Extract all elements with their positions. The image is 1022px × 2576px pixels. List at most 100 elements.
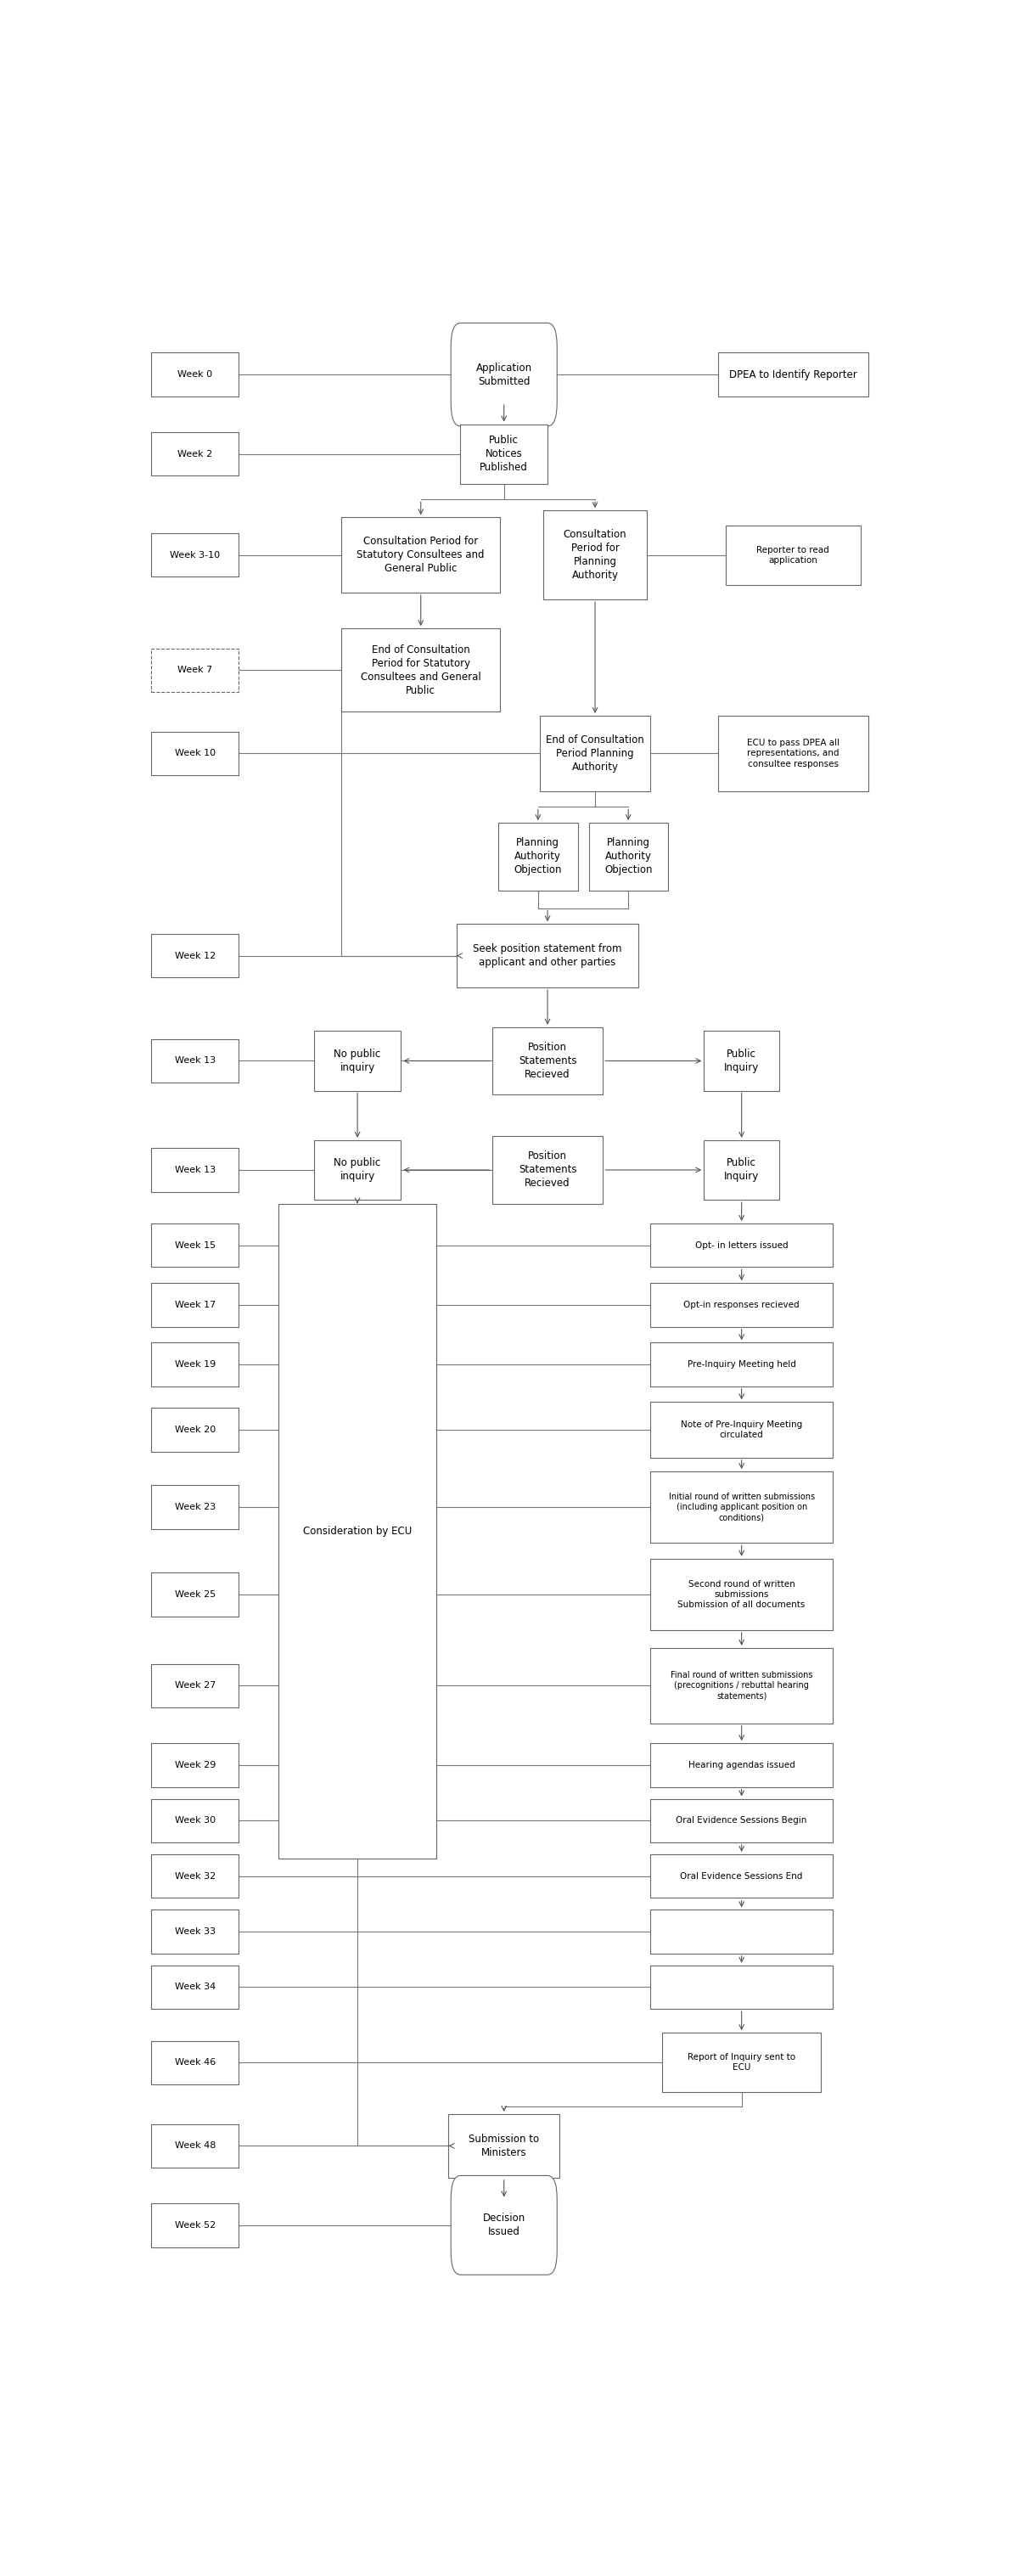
FancyBboxPatch shape bbox=[151, 2202, 239, 2246]
FancyBboxPatch shape bbox=[651, 1342, 833, 1386]
Text: Opt-in responses recieved: Opt-in responses recieved bbox=[684, 1301, 799, 1309]
Text: Week 12: Week 12 bbox=[175, 951, 216, 961]
FancyBboxPatch shape bbox=[499, 822, 577, 891]
FancyBboxPatch shape bbox=[151, 1744, 239, 1788]
FancyBboxPatch shape bbox=[651, 1855, 833, 1899]
FancyBboxPatch shape bbox=[151, 935, 239, 976]
Text: Week 52: Week 52 bbox=[175, 2221, 216, 2228]
FancyBboxPatch shape bbox=[717, 353, 869, 397]
FancyBboxPatch shape bbox=[151, 732, 239, 775]
Text: DPEA to Identify Reporter: DPEA to Identify Reporter bbox=[729, 368, 857, 381]
Text: Final round of written submissions
(precognitions / rebuttal hearing
statements): Final round of written submissions (prec… bbox=[670, 1672, 812, 1700]
FancyBboxPatch shape bbox=[651, 1558, 833, 1631]
FancyBboxPatch shape bbox=[151, 1486, 239, 1530]
Text: Week 32: Week 32 bbox=[175, 1873, 216, 1880]
Text: Hearing agendas issued: Hearing agendas issued bbox=[688, 1762, 795, 1770]
FancyBboxPatch shape bbox=[151, 533, 239, 577]
Text: No public
inquiry: No public inquiry bbox=[334, 1048, 381, 1074]
FancyBboxPatch shape bbox=[540, 716, 651, 791]
FancyBboxPatch shape bbox=[278, 1203, 436, 1857]
Text: Week 20: Week 20 bbox=[175, 1425, 216, 1435]
FancyBboxPatch shape bbox=[651, 1744, 833, 1788]
FancyBboxPatch shape bbox=[151, 1965, 239, 2009]
FancyBboxPatch shape bbox=[151, 1038, 239, 1082]
FancyBboxPatch shape bbox=[314, 1030, 401, 1090]
Text: Week 13: Week 13 bbox=[175, 1056, 216, 1064]
FancyBboxPatch shape bbox=[651, 1401, 833, 1458]
Text: Week 23: Week 23 bbox=[175, 1502, 216, 1512]
Text: Seek position statement from
applicant and other parties: Seek position statement from applicant a… bbox=[473, 943, 622, 969]
Text: End of Consultation
Period for Statutory
Consultees and General
Public: End of Consultation Period for Statutory… bbox=[361, 644, 481, 696]
Text: Week 3-10: Week 3-10 bbox=[170, 551, 220, 559]
FancyBboxPatch shape bbox=[151, 1409, 239, 1453]
Text: Consideration by ECU: Consideration by ECU bbox=[303, 1525, 412, 1535]
Text: Pre-Inquiry Meeting held: Pre-Inquiry Meeting held bbox=[688, 1360, 796, 1368]
FancyBboxPatch shape bbox=[151, 1224, 239, 1267]
FancyBboxPatch shape bbox=[151, 353, 239, 397]
FancyBboxPatch shape bbox=[651, 1224, 833, 1267]
FancyBboxPatch shape bbox=[314, 1141, 401, 1200]
Text: Week 7: Week 7 bbox=[178, 665, 213, 675]
Text: Consultation Period for
Statutory Consultees and
General Public: Consultation Period for Statutory Consul… bbox=[357, 536, 484, 574]
FancyBboxPatch shape bbox=[651, 1471, 833, 1543]
FancyBboxPatch shape bbox=[451, 322, 557, 425]
Text: Planning
Authority
Objection: Planning Authority Objection bbox=[514, 837, 562, 876]
FancyBboxPatch shape bbox=[341, 518, 500, 592]
FancyBboxPatch shape bbox=[651, 1798, 833, 1842]
Text: Public
Inquiry: Public Inquiry bbox=[724, 1048, 759, 1074]
FancyBboxPatch shape bbox=[151, 1283, 239, 1327]
Text: Week 0: Week 0 bbox=[178, 371, 213, 379]
Text: Week 30: Week 30 bbox=[175, 1816, 216, 1824]
FancyBboxPatch shape bbox=[151, 1909, 239, 1953]
FancyBboxPatch shape bbox=[717, 716, 869, 791]
FancyBboxPatch shape bbox=[151, 1798, 239, 1842]
FancyBboxPatch shape bbox=[704, 1030, 779, 1090]
Text: Week 46: Week 46 bbox=[175, 2058, 216, 2066]
Text: Application
Submitted: Application Submitted bbox=[476, 363, 532, 386]
Text: Week 2: Week 2 bbox=[178, 451, 213, 459]
Text: Consultation
Period for
Planning
Authority: Consultation Period for Planning Authori… bbox=[563, 528, 626, 582]
FancyBboxPatch shape bbox=[151, 1149, 239, 1193]
FancyBboxPatch shape bbox=[151, 2125, 239, 2166]
FancyBboxPatch shape bbox=[493, 1028, 603, 1095]
FancyBboxPatch shape bbox=[151, 649, 239, 693]
Text: Week 34: Week 34 bbox=[175, 1984, 216, 1991]
Text: Second round of written
submissions
Submission of all documents: Second round of written submissions Subm… bbox=[678, 1579, 805, 1610]
Text: Oral Evidence Sessions Begin: Oral Evidence Sessions Begin bbox=[677, 1816, 807, 1824]
FancyBboxPatch shape bbox=[151, 1342, 239, 1386]
FancyBboxPatch shape bbox=[651, 1283, 833, 1327]
Text: Week 33: Week 33 bbox=[175, 1927, 216, 1937]
Text: Submission to
Ministers: Submission to Ministers bbox=[469, 2133, 540, 2159]
Text: Week 19: Week 19 bbox=[175, 1360, 216, 1368]
Text: Week 10: Week 10 bbox=[175, 750, 216, 757]
Text: Week 15: Week 15 bbox=[175, 1242, 216, 1249]
Text: Report of Inquiry sent to
ECU: Report of Inquiry sent to ECU bbox=[688, 2053, 795, 2071]
FancyBboxPatch shape bbox=[662, 2032, 821, 2092]
FancyBboxPatch shape bbox=[151, 1855, 239, 1899]
FancyBboxPatch shape bbox=[151, 2040, 239, 2084]
Text: Week 17: Week 17 bbox=[175, 1301, 216, 1309]
FancyBboxPatch shape bbox=[461, 425, 548, 484]
FancyBboxPatch shape bbox=[341, 629, 500, 711]
Text: Week 25: Week 25 bbox=[175, 1589, 216, 1600]
FancyBboxPatch shape bbox=[651, 1965, 833, 2009]
FancyBboxPatch shape bbox=[493, 1136, 603, 1203]
Text: ECU to pass DPEA all
representations, and
consultee responses: ECU to pass DPEA all representations, an… bbox=[747, 739, 839, 768]
Text: Week 27: Week 27 bbox=[175, 1682, 216, 1690]
Text: Public
Notices
Published: Public Notices Published bbox=[480, 435, 528, 474]
FancyBboxPatch shape bbox=[651, 1909, 833, 1953]
FancyBboxPatch shape bbox=[544, 510, 647, 600]
Text: Initial round of written submissions
(including applicant position on
conditions: Initial round of written submissions (in… bbox=[668, 1492, 815, 1522]
Text: Public
Inquiry: Public Inquiry bbox=[724, 1157, 759, 1182]
FancyBboxPatch shape bbox=[151, 433, 239, 477]
Text: Decision
Issued: Decision Issued bbox=[482, 2213, 525, 2239]
FancyBboxPatch shape bbox=[449, 2115, 559, 2177]
Text: End of Consultation
Period Planning
Authority: End of Consultation Period Planning Auth… bbox=[546, 734, 644, 773]
FancyBboxPatch shape bbox=[151, 1664, 239, 1708]
Text: Week 48: Week 48 bbox=[175, 2141, 216, 2151]
FancyBboxPatch shape bbox=[726, 526, 861, 585]
FancyBboxPatch shape bbox=[151, 1571, 239, 1615]
Text: Week 29: Week 29 bbox=[175, 1762, 216, 1770]
Text: Oral Evidence Sessions End: Oral Evidence Sessions End bbox=[681, 1873, 803, 1880]
Text: Position
Statements
Recieved: Position Statements Recieved bbox=[518, 1151, 576, 1190]
